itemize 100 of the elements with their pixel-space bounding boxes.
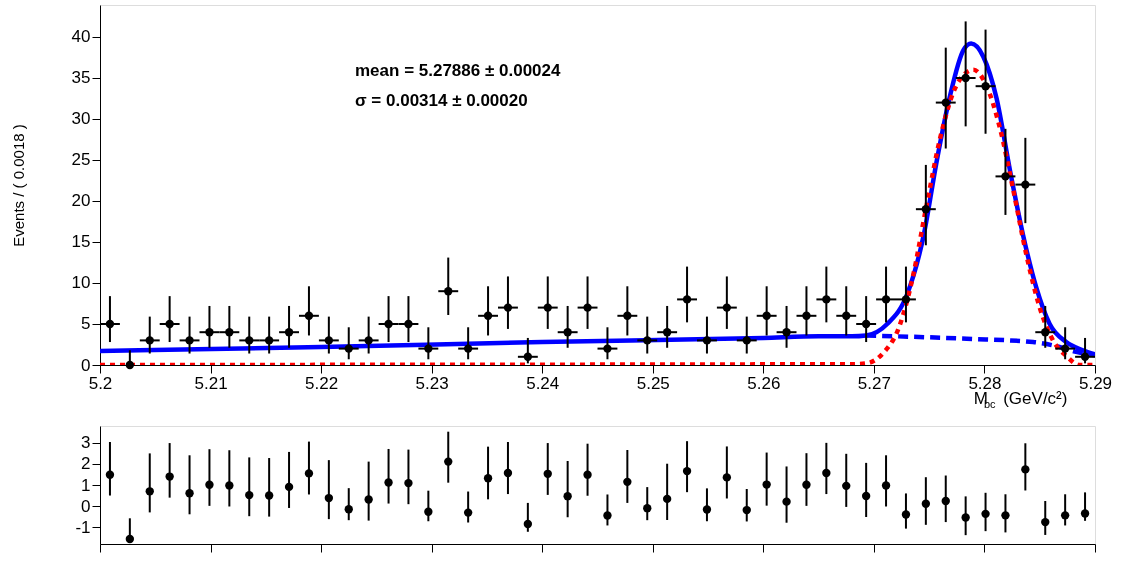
point: [205, 328, 214, 337]
point: [523, 352, 533, 361]
point: [901, 295, 911, 304]
point: [384, 478, 393, 487]
y-tick-label: 40: [71, 27, 91, 47]
annotation: mean = 5.27886 ± 0.00024: [355, 61, 562, 80]
point: [284, 482, 294, 492]
x-tick-label: 5.22: [305, 373, 339, 393]
point: [802, 480, 811, 489]
point: [981, 82, 990, 91]
point: [643, 336, 652, 345]
point: [921, 205, 931, 214]
point: [782, 328, 791, 337]
point: [861, 491, 871, 501]
point: [583, 303, 592, 312]
point: [324, 493, 334, 503]
point: [762, 311, 771, 320]
point: [1080, 509, 1090, 518]
x-tick-label: 5.24: [526, 373, 560, 393]
y-axis-title: Events / ( 0.0018 ): [9, 124, 27, 247]
x-tick-label: 5.23: [415, 373, 449, 393]
y-tick-label: -1: [75, 517, 91, 537]
x-tick-label: 5.25: [636, 373, 670, 393]
point: [364, 336, 373, 345]
y-tick-label: 25: [71, 150, 91, 170]
point: [1080, 352, 1090, 361]
point: [1060, 344, 1070, 353]
point: [881, 481, 891, 490]
point: [145, 336, 154, 345]
point: [523, 519, 533, 529]
y-tick-label: 0: [81, 355, 91, 375]
point: [463, 344, 473, 353]
point: [1041, 328, 1050, 337]
point: [623, 477, 632, 487]
point: [364, 495, 373, 504]
point: [861, 319, 871, 329]
point: [603, 511, 612, 520]
point: [702, 336, 712, 345]
point: [842, 481, 851, 491]
point: [304, 469, 314, 478]
point: [643, 504, 652, 513]
point: [961, 73, 970, 83]
y-tick-label: 0: [81, 496, 91, 516]
point: [264, 336, 274, 345]
point: [941, 98, 950, 107]
point: [1041, 517, 1050, 527]
point: [185, 489, 194, 498]
x-tick-label: 5.28: [968, 373, 1002, 393]
y-tick-label: 20: [71, 191, 91, 211]
point: [344, 505, 353, 514]
point: [782, 497, 791, 506]
x-tick-label: 5.21: [194, 373, 228, 393]
point: [702, 505, 712, 514]
point: [623, 311, 632, 320]
point: [842, 311, 851, 320]
point: [742, 505, 751, 515]
point: [822, 468, 831, 478]
point: [722, 303, 732, 312]
point: [483, 474, 493, 483]
point: [245, 336, 254, 345]
y-tick-label: 5: [81, 314, 91, 334]
y-tick-label: 10: [71, 273, 91, 293]
point: [503, 303, 513, 312]
point: [105, 319, 115, 329]
point: [1001, 511, 1010, 520]
point: [264, 491, 274, 500]
point: [125, 534, 135, 544]
y-tick-label: 35: [71, 68, 91, 88]
point: [284, 328, 294, 337]
point: [881, 295, 891, 304]
point: [185, 336, 194, 345]
point: [941, 496, 950, 506]
point: [165, 319, 174, 329]
point: [981, 509, 990, 519]
point: [583, 470, 592, 479]
point: [424, 507, 433, 516]
point: [901, 510, 911, 519]
point: [225, 328, 234, 337]
point: [563, 491, 572, 501]
point: [444, 457, 453, 466]
point: [304, 311, 314, 320]
point: [1021, 465, 1030, 474]
point: [145, 487, 154, 496]
x-tick-label: 5.27: [857, 373, 891, 393]
x-tick-label: 5.2: [88, 373, 113, 393]
point: [543, 469, 552, 479]
point: [822, 295, 831, 304]
point: [921, 499, 931, 508]
point: [1060, 511, 1070, 520]
point: [404, 478, 413, 488]
x-tick-label: 5.29: [1078, 373, 1113, 393]
point: [245, 490, 254, 500]
point: [344, 344, 353, 353]
point: [543, 303, 552, 312]
point: [165, 472, 174, 481]
x-tick-label: 5.26: [747, 373, 781, 393]
point: [682, 466, 692, 476]
point: [762, 480, 771, 489]
point: [722, 473, 732, 482]
point: [742, 336, 751, 345]
